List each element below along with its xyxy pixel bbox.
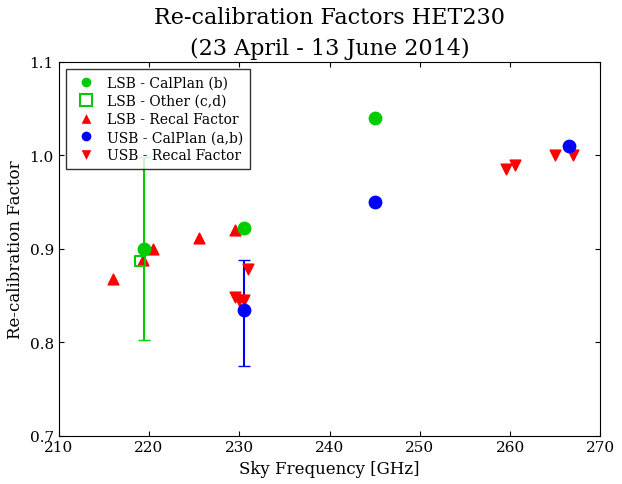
X-axis label: Sky Frequency [GHz]: Sky Frequency [GHz]	[239, 460, 420, 477]
Point	[234, 297, 244, 304]
Point	[239, 306, 249, 314]
Point	[369, 115, 379, 122]
Point	[239, 225, 249, 233]
Point	[569, 152, 578, 160]
Point	[193, 234, 203, 242]
Point	[239, 297, 249, 304]
Point	[149, 245, 159, 253]
Point	[108, 275, 118, 283]
Point	[137, 257, 147, 264]
Point	[501, 166, 511, 174]
Point	[509, 162, 519, 169]
Point	[550, 152, 560, 160]
Point	[135, 257, 145, 265]
Point	[230, 294, 239, 302]
Title: Re-calibration Factors HET230
(23 April - 13 June 2014): Re-calibration Factors HET230 (23 April …	[154, 7, 505, 60]
Y-axis label: Re-calibration Factor: Re-calibration Factor	[7, 160, 24, 338]
Point	[369, 199, 379, 207]
Point	[564, 143, 574, 151]
Point	[243, 266, 253, 273]
Point	[230, 227, 239, 234]
Point	[139, 245, 149, 253]
Legend: LSB - CalPlan (b), LSB - Other (c,d), LSB - Recal Factor, USB - CalPlan (a,b), U: LSB - CalPlan (b), LSB - Other (c,d), LS…	[65, 70, 251, 170]
